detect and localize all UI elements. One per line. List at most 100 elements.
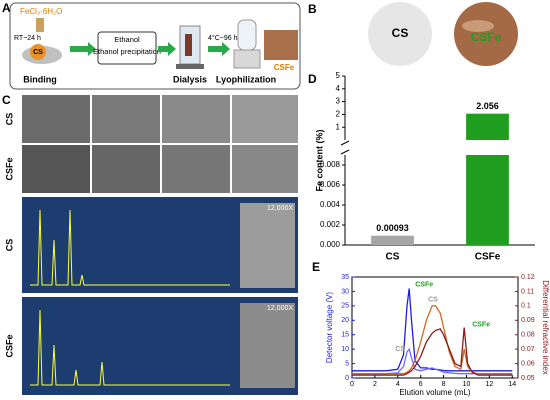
magnification: 12,000X xyxy=(267,305,293,312)
x-axis-title: Elution volume (mL) xyxy=(399,388,470,397)
x-tick-label: 4 xyxy=(396,381,400,388)
y-tick-label: 10 xyxy=(341,346,349,353)
axis-break xyxy=(340,140,350,146)
row-label: CSFe xyxy=(4,334,14,357)
sample-label: CS xyxy=(392,26,409,40)
y-tick-label: 0.008 xyxy=(320,160,341,169)
stirrer xyxy=(176,64,204,69)
x-tick-label: CSFe xyxy=(475,252,501,263)
y-tick-label: 0 xyxy=(345,375,349,382)
x-tick-label: 12 xyxy=(485,381,493,388)
panel-b: CS CSFe xyxy=(368,2,518,66)
x-tick-label: 0 xyxy=(350,381,354,388)
bottle xyxy=(36,18,44,32)
y2-tick-label: 0.06 xyxy=(521,360,535,367)
cs-sample xyxy=(368,2,432,66)
eds-spectrum xyxy=(30,209,230,286)
series-line xyxy=(352,305,513,375)
cs-drop xyxy=(30,44,46,60)
series-label: CSFe xyxy=(472,321,490,328)
sem-image xyxy=(232,145,298,193)
y-tick-label: 3 xyxy=(336,97,341,106)
sem-image xyxy=(92,95,160,143)
step-label: Lyophilization xyxy=(216,74,276,84)
sample-label: CSFe xyxy=(471,30,502,44)
x-tick-label: 14 xyxy=(508,381,516,388)
reagent: FeCl₃·6H₂O xyxy=(20,7,62,16)
y-tick-label: 30 xyxy=(341,288,349,295)
freeze-dryer xyxy=(233,49,261,69)
step-label: Binding xyxy=(23,74,57,84)
y2-tick-label: 0.1 xyxy=(521,303,531,310)
series-line xyxy=(352,327,513,376)
bar-lower xyxy=(466,155,509,245)
x-tick-label: 10 xyxy=(463,381,471,388)
y-tick-label: 5 xyxy=(345,360,349,367)
dialysis-bag xyxy=(185,34,192,56)
product: CSFe xyxy=(274,63,295,72)
sem-image xyxy=(22,145,90,193)
product-photo xyxy=(264,30,298,60)
y-tick-label: 1 xyxy=(336,122,341,131)
sem-image xyxy=(162,95,230,143)
csfe-sample xyxy=(454,2,518,66)
panel-label: B xyxy=(308,2,317,16)
y-tick-label: 4 xyxy=(336,84,341,93)
step-label: Ethanol xyxy=(114,35,140,44)
x-tick-label: 6 xyxy=(419,381,423,388)
bar-upper xyxy=(466,113,509,140)
y-tick-label: 0.000 xyxy=(320,240,341,249)
panel-label: C xyxy=(2,93,11,107)
series-line xyxy=(352,347,513,375)
y2-axis-title: Differential refractive index xyxy=(541,280,550,375)
y2-tick-label: 0.05 xyxy=(521,375,535,382)
chamber xyxy=(237,19,257,51)
x-tick-label: 2 xyxy=(373,381,377,388)
series-label: CS xyxy=(395,346,405,353)
arrow xyxy=(70,42,96,56)
row-label: CS xyxy=(4,239,14,252)
arrow xyxy=(158,42,176,56)
step-label: Ethanol precipitation xyxy=(93,47,161,56)
y-tick-label: 0.002 xyxy=(320,220,341,229)
condition: 4°C~96 h xyxy=(208,34,238,42)
value-label: 0.00093 xyxy=(376,223,409,233)
arrow xyxy=(208,42,230,56)
axis-break xyxy=(340,149,350,155)
y-tick-label: 25 xyxy=(341,303,349,310)
x-tick-label: CS xyxy=(386,252,400,263)
step-label: Dialysis xyxy=(173,74,207,84)
y-axis-title: Detector voltage (V) xyxy=(325,292,334,363)
x-tick-label: 8 xyxy=(442,381,446,388)
value-label: 2.056 xyxy=(476,101,499,111)
texture xyxy=(462,20,494,32)
eds-spectrum xyxy=(30,309,230,386)
series-label: CSFe xyxy=(415,281,433,288)
y2-tick-label: 0.12 xyxy=(521,274,535,281)
bar xyxy=(371,235,414,245)
y-tick-label: 5 xyxy=(336,71,341,80)
panel-label: D xyxy=(308,72,317,86)
y-tick-label: 0.006 xyxy=(320,180,341,189)
y2-tick-label: 0.11 xyxy=(521,288,534,295)
sem-image xyxy=(22,95,90,143)
magnification: 12,000X xyxy=(267,205,293,212)
y-tick-label: 35 xyxy=(341,274,349,281)
y-tick-label: 2 xyxy=(336,110,341,119)
sem-inset xyxy=(240,303,295,388)
sem-image xyxy=(92,145,160,193)
series-label: CS xyxy=(428,297,438,304)
sem-inset xyxy=(240,203,295,288)
step-box xyxy=(97,31,157,65)
condition: RT~24 h xyxy=(14,35,41,42)
material: CS xyxy=(33,49,43,56)
panel-label: E xyxy=(312,260,320,274)
y2-tick-label: 0.07 xyxy=(521,346,535,353)
y2-tick-label: 0.09 xyxy=(521,317,535,324)
plot-frame xyxy=(351,276,519,379)
y-tick-label: 15 xyxy=(341,332,349,339)
sem-image xyxy=(232,95,298,143)
panel-c: CS CSFe 12,000X 12,000X CS CSFe xyxy=(4,95,298,395)
